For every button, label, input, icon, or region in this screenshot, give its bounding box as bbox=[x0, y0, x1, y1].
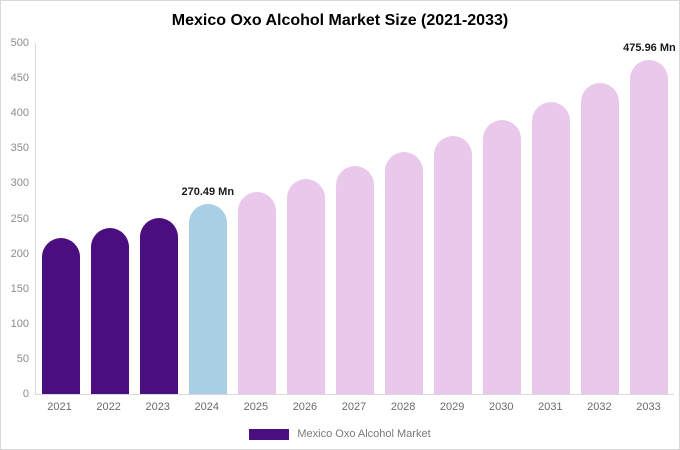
bar-2033[interactable] bbox=[630, 59, 669, 394]
bar-2025[interactable] bbox=[237, 191, 276, 394]
plot-area: 270.49 Mn 475.96 Mn bbox=[35, 41, 676, 395]
x-tick-2029: 2029 bbox=[439, 401, 465, 413]
bar-2029[interactable] bbox=[434, 136, 473, 394]
legend-label: Mexico Oxo Alcohol Market bbox=[297, 428, 431, 440]
x-tick-2030: 2030 bbox=[489, 401, 514, 413]
y-tick-400: 400 bbox=[10, 107, 29, 120]
x-tick-2024: 2024 bbox=[194, 401, 220, 413]
y-tick-200: 200 bbox=[10, 247, 29, 260]
bar-2030[interactable] bbox=[483, 119, 522, 394]
bar-2028[interactable] bbox=[385, 151, 424, 394]
x-tick-2023: 2023 bbox=[145, 401, 170, 413]
bar-2021[interactable] bbox=[41, 238, 80, 394]
y-tick-300: 300 bbox=[10, 177, 29, 190]
y-tick-50: 50 bbox=[16, 352, 29, 365]
y-tick-450: 450 bbox=[10, 72, 29, 85]
y-tick-250: 250 bbox=[10, 212, 29, 225]
chart-title: Mexico Oxo Alcohol Market Size (2021-203… bbox=[171, 12, 509, 29]
y-tick-150: 150 bbox=[10, 282, 29, 295]
x-tick-2031: 2031 bbox=[538, 401, 563, 413]
x-tick-2028: 2028 bbox=[390, 401, 416, 413]
legend: Mexico Oxo Alcohol Market bbox=[1, 428, 679, 440]
x-axis: 2021 2022 2023 2024 2025 2026 2027 2028 2029 2030… bbox=[35, 401, 673, 413]
y-tick-350: 350 bbox=[10, 142, 29, 155]
x-tick-2027: 2027 bbox=[341, 401, 367, 413]
x-tick-2026: 2026 bbox=[292, 401, 318, 413]
bar-2026[interactable] bbox=[286, 179, 325, 394]
bar-2031[interactable] bbox=[532, 101, 571, 394]
x-tick-2033: 2033 bbox=[636, 401, 661, 413]
x-tick-2022: 2022 bbox=[96, 401, 121, 413]
legend-swatch bbox=[249, 428, 290, 440]
bar-2022[interactable] bbox=[90, 228, 129, 394]
y-tick-500: 500 bbox=[10, 37, 29, 49]
value-label-2024: 270.49 Mn bbox=[181, 186, 235, 199]
bar-2024[interactable] bbox=[188, 204, 227, 394]
x-tick-2021: 2021 bbox=[47, 401, 72, 413]
x-tick-2032: 2032 bbox=[587, 401, 612, 413]
bar-2032[interactable] bbox=[581, 83, 620, 394]
y-tick-100: 100 bbox=[10, 317, 29, 330]
bar-2027[interactable] bbox=[336, 165, 374, 394]
x-tick-2025: 2025 bbox=[243, 401, 269, 413]
bar-2023[interactable] bbox=[139, 217, 178, 394]
y-tick-0: 0 bbox=[22, 388, 29, 400]
value-label-2033: 475.96 Mn bbox=[623, 41, 676, 54]
y-axis: 0 50 100 150 200 250 300 350 400 450 500 bbox=[1, 37, 29, 400]
